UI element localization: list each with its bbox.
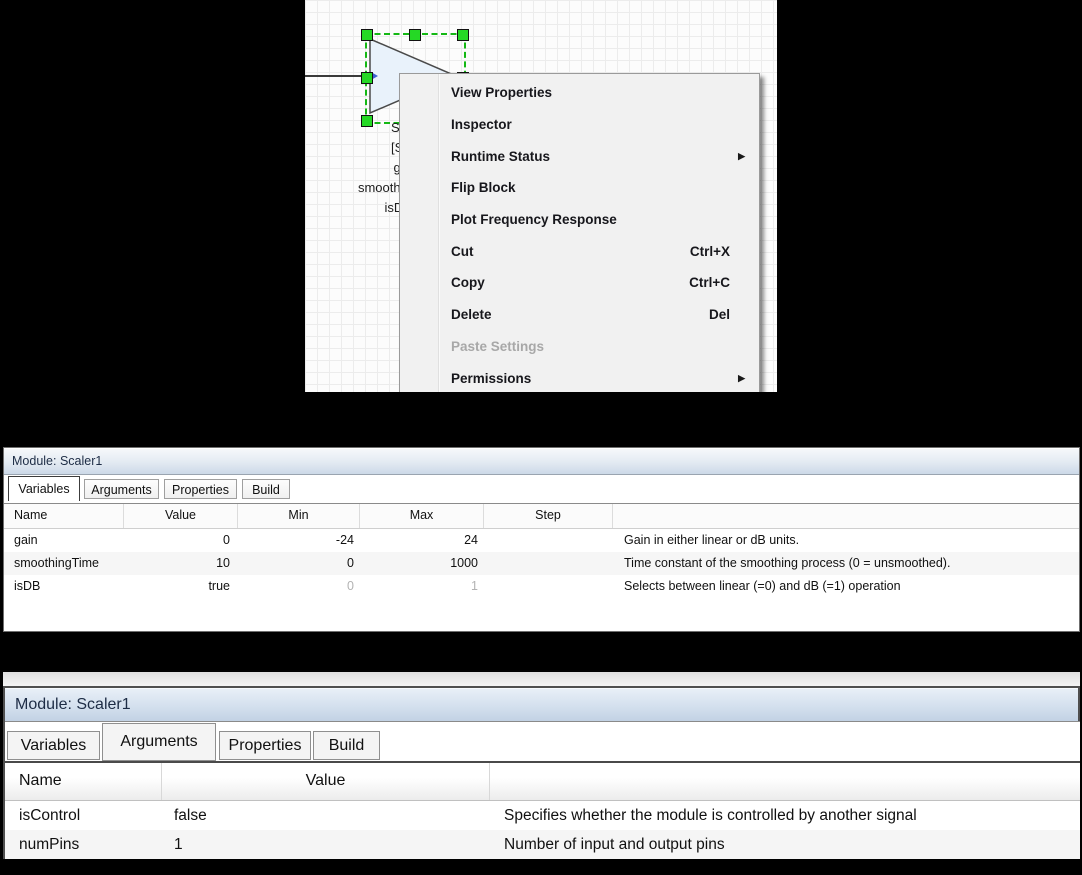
cell-min: -24 xyxy=(335,533,354,547)
tab-build[interactable]: Build xyxy=(313,731,380,760)
menu-item-label: Copy xyxy=(451,275,485,291)
arguments-panel-titlebar[interactable]: Module: Scaler1 xyxy=(5,688,1078,721)
col-header-value: Value xyxy=(124,504,238,528)
tab-properties[interactable]: Properties xyxy=(164,479,237,499)
col-header-step: Step xyxy=(484,504,613,528)
cell-description: Number of input and output pins xyxy=(504,836,725,853)
cell-max: 24 xyxy=(464,533,478,547)
submenu-arrow-icon: ▶ xyxy=(738,372,745,383)
arguments-table-header: Name Value xyxy=(5,761,1080,801)
col-header-value: Value xyxy=(162,763,490,800)
col-header-min: Min xyxy=(238,504,360,528)
cell-name: isDB xyxy=(14,579,41,593)
table-row-smoothingtime[interactable]: smoothingTime 10 0 1000 Time constant of… xyxy=(4,552,1079,575)
resize-handle-top-left[interactable] xyxy=(361,29,373,41)
panel-title: Module: Scaler1 xyxy=(12,454,103,468)
table-row-numpins[interactable]: numPins 1 Number of input and output pin… xyxy=(5,830,1080,859)
col-header-description xyxy=(613,504,1079,528)
submenu-arrow-icon: ▶ xyxy=(738,150,745,161)
menu-item-view-properties[interactable]: View Properties xyxy=(400,77,759,109)
menu-item-label: View Properties xyxy=(451,85,553,101)
context-menu-gutter xyxy=(438,74,439,392)
menu-item-label: Delete xyxy=(451,307,492,323)
cell-name: isControl xyxy=(19,807,81,824)
resize-handle-bottom-left[interactable] xyxy=(361,115,373,127)
menu-item-label: Flip Block xyxy=(451,180,516,196)
cell-max: 1000 xyxy=(450,556,478,570)
panel-title: Module: Scaler1 xyxy=(15,696,131,713)
cell-name: smoothingTime xyxy=(14,556,99,570)
variables-panel-tabs: Variables Arguments Properties Build xyxy=(4,475,1079,503)
schematic-canvas[interactable]: Scaler1 [Scaler] gain: 0 smoothingTime: … xyxy=(305,0,777,392)
menu-item-label: Cut xyxy=(451,243,474,259)
resize-handle-top-mid[interactable] xyxy=(409,29,421,41)
cell-step xyxy=(484,575,613,598)
cell-name: gain xyxy=(14,533,38,547)
cell-value[interactable]: 0 xyxy=(223,533,230,547)
resize-handle-top-right[interactable] xyxy=(457,29,469,41)
arguments-panel: Module: Scaler1 Variables Arguments Prop… xyxy=(3,672,1080,875)
cell-description: Specifies whether the module is controll… xyxy=(504,807,917,824)
cell-max: 1 xyxy=(471,579,478,593)
menu-item-copy[interactable]: Copy Ctrl+C xyxy=(400,267,759,299)
cell-description: Selects between linear (=0) and dB (=1) … xyxy=(624,579,901,593)
menu-item-cut[interactable]: Cut Ctrl+X xyxy=(400,235,759,267)
menu-item-label: Permissions xyxy=(451,370,532,386)
menu-item-paste-settings: Paste Settings xyxy=(400,331,759,363)
table-row-gain[interactable]: gain 0 -24 24 Gain in either linear or d… xyxy=(4,529,1079,552)
col-header-description xyxy=(490,763,1080,800)
menu-item-plot-frequency-response[interactable]: Plot Frequency Response xyxy=(400,204,759,236)
cell-min: 0 xyxy=(347,556,354,570)
menu-item-label: Paste Settings xyxy=(451,338,545,354)
menu-item-permissions[interactable]: Permissions ▶ xyxy=(400,362,759,392)
cell-value[interactable]: true xyxy=(208,579,230,593)
variables-panel-titlebar[interactable]: Module: Scaler1 xyxy=(4,448,1079,475)
cell-value[interactable]: false xyxy=(174,807,207,824)
cell-min: 0 xyxy=(347,579,354,593)
variables-panel: Module: Scaler1 Variables Arguments Prop… xyxy=(3,447,1080,632)
tab-variables[interactable]: Variables xyxy=(7,731,100,760)
menu-shortcut: Ctrl+C xyxy=(689,275,730,291)
resize-handle-left-mid[interactable] xyxy=(361,72,373,84)
arguments-panel-tabs: Variables Arguments Properties Build xyxy=(5,721,1080,761)
col-header-max: Max xyxy=(360,504,484,528)
menu-item-label: Runtime Status xyxy=(451,148,551,164)
input-pin-arrow-icon xyxy=(371,72,378,80)
cell-value[interactable]: 1 xyxy=(174,836,183,853)
menu-item-inspector[interactable]: Inspector xyxy=(400,109,759,141)
context-menu: View Properties Inspector Runtime Status… xyxy=(399,73,760,392)
menu-item-runtime-status[interactable]: Runtime Status ▶ xyxy=(400,140,759,172)
tab-variables[interactable]: Variables xyxy=(8,476,80,501)
cell-name: numPins xyxy=(19,836,80,853)
tab-properties[interactable]: Properties xyxy=(219,731,311,760)
col-header-name: Name xyxy=(4,504,124,528)
cell-description: Gain in either linear or dB units. xyxy=(624,533,800,547)
cell-value[interactable]: 10 xyxy=(216,556,230,570)
menu-item-label: Plot Frequency Response xyxy=(451,212,617,228)
cell-description: Time constant of the smoothing process (… xyxy=(624,556,951,570)
tab-arguments[interactable]: Arguments xyxy=(102,723,216,761)
arguments-panel-top-edge xyxy=(3,672,1080,686)
menu-shortcut: Del xyxy=(708,307,730,323)
cell-step xyxy=(484,529,613,552)
col-header-name: Name xyxy=(5,763,162,800)
tab-build[interactable]: Build xyxy=(242,479,290,499)
menu-item-label: Inspector xyxy=(451,117,512,133)
menu-item-flip-block[interactable]: Flip Block xyxy=(400,172,759,204)
tab-arguments[interactable]: Arguments xyxy=(84,479,159,499)
input-wire xyxy=(305,75,367,77)
menu-shortcut: Ctrl+X xyxy=(689,243,730,259)
table-row-iscontrol[interactable]: isControl false Specifies whether the mo… xyxy=(5,801,1080,830)
table-row-isdb[interactable]: isDB true 0 1 Selects between linear (=0… xyxy=(4,575,1079,598)
menu-item-delete[interactable]: Delete Del xyxy=(400,299,759,331)
variables-table-header: Name Value Min Max Step xyxy=(4,503,1079,529)
cell-step xyxy=(484,552,613,575)
